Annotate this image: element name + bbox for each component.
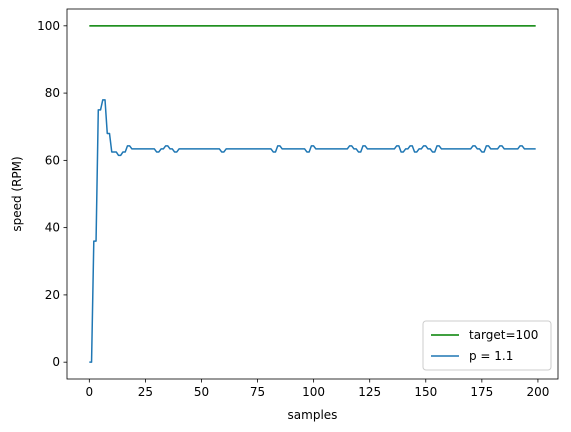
y-tick-label: 100: [37, 19, 60, 33]
y-axis-title: speed (RPM): [10, 156, 24, 231]
series-line-p: [89, 99, 536, 363]
series-layer: [89, 25, 536, 363]
x-tick-label: 125: [358, 385, 381, 399]
legend-label-target: target=100: [469, 328, 538, 342]
x-tick-label: 150: [414, 385, 437, 399]
x-tick-label: 75: [250, 385, 265, 399]
legend-label-p: p = 1.1: [469, 349, 513, 363]
y-tick-label: 0: [52, 355, 60, 369]
x-tick-label: 0: [85, 385, 93, 399]
tick-layer: 0 25 50 75 100 125 150 175 200 0 20 40 60 80 100: [37, 19, 549, 399]
x-tick-label: 175: [470, 385, 493, 399]
y-tick-label: 20: [45, 288, 60, 302]
x-tick-label: 25: [138, 385, 153, 399]
x-tick-label: 100: [302, 385, 325, 399]
legend-box: [422, 320, 552, 371]
y-tick-label: 60: [45, 153, 60, 167]
x-axis-title: samples: [288, 408, 338, 422]
x-tick-label: 200: [526, 385, 549, 399]
y-tick-label: 40: [45, 221, 60, 235]
legend: target=100 p = 1.1: [422, 320, 552, 371]
y-tick-label: 80: [45, 86, 60, 100]
x-tick-label: 50: [194, 385, 209, 399]
plot-area-frame: [66, 8, 559, 380]
